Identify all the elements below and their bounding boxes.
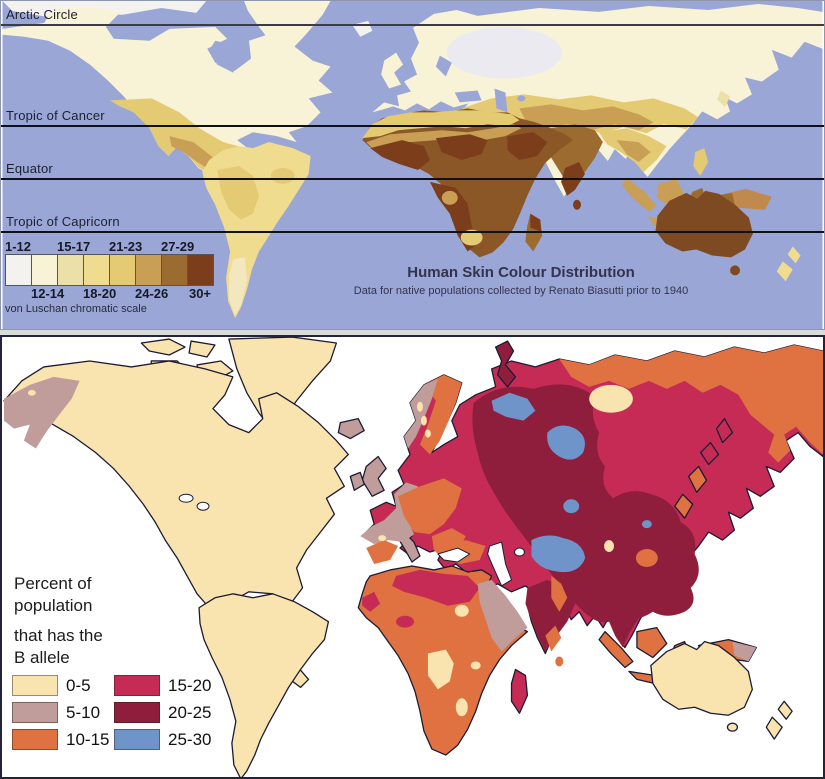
arctic-circle-label: Arctic Circle: [6, 7, 78, 22]
legend-title-line: B allele: [14, 648, 70, 667]
legend-swatch: [5, 254, 32, 286]
legend-label: 0-5: [66, 675, 91, 695]
inland-seas-bottom: [178, 493, 525, 587]
legend-swatch: [109, 254, 136, 286]
madagascar-bottom: [510, 668, 529, 714]
new-zealand-bottom: [765, 700, 793, 740]
british-isles-top: [381, 52, 404, 89]
equator-label: Equator: [6, 161, 53, 176]
legend-swatch: [114, 675, 160, 696]
tropic-of-capricorn-line: [1, 231, 824, 233]
legend-swatch: [12, 702, 58, 723]
legend-title-line: that has the: [14, 626, 103, 645]
new-zealand-top: [776, 246, 801, 282]
legend-swatch: [83, 254, 110, 286]
legend-swatch: [114, 702, 160, 723]
legend-title-line: Percent of: [14, 574, 92, 593]
hudson-bay-top: [209, 40, 242, 73]
legend-swatch: [161, 254, 188, 286]
ireland-bottom: [349, 471, 365, 491]
skin-colour-map-panel: Arctic Circle Tropic of Cancer Equator T…: [0, 0, 825, 330]
tasmania-bottom: [726, 722, 739, 732]
legend-label: 1-12: [5, 239, 32, 254]
legend-label: 10-15: [66, 729, 110, 749]
legend-label: 27-29: [161, 239, 195, 254]
korea-top: [717, 90, 731, 108]
legend-top-labels: 1-12 15-17 21-23 27-29: [5, 239, 221, 254]
australia-top: [655, 190, 753, 258]
nw-russia-pale-zone: [446, 26, 563, 79]
skin-colour-world-map: [2, 1, 823, 329]
arctic-circle-line: [1, 24, 824, 26]
south-america-bottom: [198, 593, 330, 777]
legend-bottom-labels: 12-14 18-20 24-26 30+: [5, 286, 221, 301]
von-luschan-legend: 1-12 15-17 21-23 27-29 12-14 18-20 24-26…: [5, 239, 221, 315]
legend-label: 21-23: [109, 239, 143, 254]
legend-label: 15-20: [168, 675, 212, 695]
tropic-of-cancer-label: Tropic of Cancer: [6, 108, 105, 123]
legend-label: 30+: [188, 286, 212, 301]
africa-skin-zones: [362, 110, 548, 252]
legend-title-line: population: [14, 596, 93, 615]
north-america-top: [2, 6, 333, 197]
tasmania-top: [730, 265, 741, 276]
legend-swatch: [135, 254, 162, 286]
legend-label: 15-17: [57, 239, 91, 254]
equator-line: [1, 178, 824, 180]
australia-bottom: [650, 640, 753, 716]
tropic-of-capricorn-label: Tropic of Capricorn: [6, 214, 120, 229]
b-allele-map-panel: Percent of population that has the B all…: [0, 335, 825, 779]
legend-swatch: [187, 254, 214, 286]
legend-swatches: [5, 254, 221, 286]
legend-swatch: [114, 729, 160, 750]
tropic-of-cancer-line: [1, 125, 824, 127]
legend-swatch: [12, 729, 58, 750]
legend-swatch: [31, 254, 58, 286]
japan-top: [727, 48, 758, 93]
sakhalin-hokkaido: [699, 418, 734, 466]
greenland-top: [244, 1, 331, 53]
novaya-zemlya: [494, 340, 517, 388]
legend-swatch: [57, 254, 84, 286]
legend-label: 18-20: [83, 286, 117, 301]
legend-label: 25-30: [168, 729, 212, 749]
b-allele-legend: Percent of population that has the B all…: [14, 573, 103, 669]
allele-zones: [3, 345, 823, 717]
blue-allele-patches: [491, 392, 652, 573]
scale-note: von Luschan chromatic scale: [5, 303, 147, 315]
top-map-title: Human Skin Colour Distribution: [407, 264, 635, 281]
legend-swatch: [12, 675, 58, 696]
top-map-title-block: Human Skin Colour Distribution Data for …: [321, 264, 721, 297]
panel-divider: [0, 330, 825, 335]
legend-label: 20-25: [168, 702, 212, 722]
b-allele-world-map: [3, 337, 823, 777]
legend-label: 24-26: [135, 286, 169, 301]
top-map-subtitle: Data for native populations collected by…: [353, 285, 689, 297]
british-isles-bottom: [361, 455, 387, 497]
japan-bottom: [674, 465, 708, 519]
iceland-bottom: [337, 418, 365, 440]
legend-label: 12-14: [31, 286, 65, 301]
legend-label: 5-10: [66, 702, 101, 722]
